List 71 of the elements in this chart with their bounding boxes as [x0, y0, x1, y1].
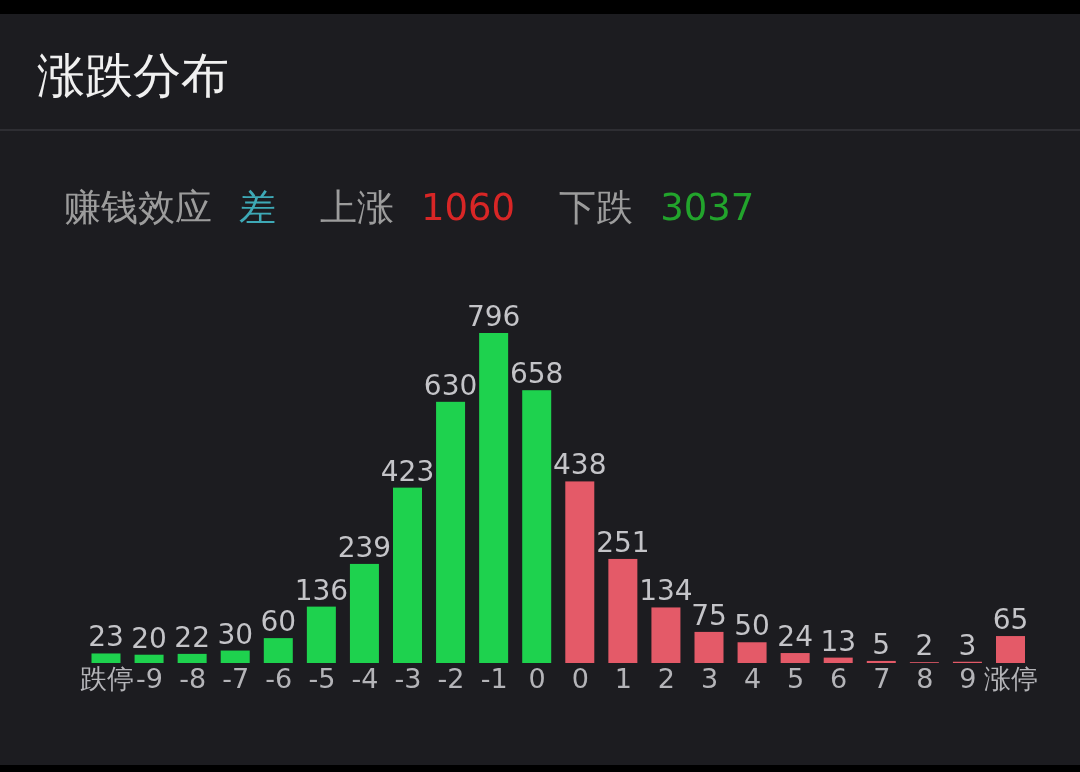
- data-label: 30: [217, 617, 254, 651]
- x-tick-label: 涨停: [984, 663, 1038, 695]
- text: 上涨: [320, 186, 394, 229]
- data-label: 24: [777, 620, 813, 654]
- bar: [651, 607, 681, 663]
- bar: [694, 631, 724, 663]
- bar: [306, 606, 336, 663]
- bar: [866, 660, 896, 663]
- x-tick-label: -4: [351, 663, 379, 695]
- data-label: 796: [466, 300, 521, 333]
- x-tick-label: 1: [614, 663, 632, 695]
- data-label: 5: [872, 627, 891, 661]
- data-label: 423: [380, 454, 435, 488]
- text: 差: [239, 186, 276, 229]
- bar: [91, 653, 121, 663]
- data-label: 60: [260, 605, 297, 639]
- x-tick-label: -9: [136, 663, 164, 695]
- bar: [780, 653, 810, 663]
- data-label: 630: [423, 368, 478, 402]
- x-tick-label: -8: [179, 663, 207, 695]
- bar: [393, 487, 422, 663]
- x-tick-label: 9: [959, 663, 977, 695]
- bar: [134, 654, 164, 663]
- bar: [220, 650, 250, 663]
- bar: [608, 558, 638, 663]
- data-label: 3: [958, 628, 977, 662]
- x-tick-label: -6: [265, 663, 293, 695]
- bar: [479, 333, 509, 663]
- bar: [349, 563, 379, 663]
- text: 3037: [660, 186, 755, 229]
- x-tick-label: 跌停: [79, 663, 134, 695]
- x-tick-label: 4: [743, 663, 762, 695]
- text: 1060: [421, 186, 516, 229]
- x-tick-label: 0: [528, 663, 546, 695]
- bar: [565, 481, 595, 663]
- data-label: 23: [88, 620, 124, 654]
- data-label: 658: [509, 357, 564, 391]
- data-label: 75: [691, 598, 727, 632]
- x-tick-label: -7: [222, 663, 250, 695]
- bar: [436, 401, 466, 663]
- x-tick-label: 5: [787, 663, 805, 695]
- bar: [522, 390, 552, 663]
- data-label: 239: [337, 530, 392, 564]
- data-label: 13: [820, 624, 857, 658]
- bar: [996, 636, 1025, 663]
- data-label: 136: [294, 573, 349, 607]
- text: 下跌: [559, 186, 634, 229]
- data-label: 22: [174, 620, 210, 654]
- data-label: 2: [915, 629, 934, 663]
- data-label: 438: [553, 448, 607, 482]
- data-label: 50: [734, 609, 770, 643]
- x-tick-label: 0: [571, 663, 589, 695]
- x-tick-label: 6: [830, 663, 848, 695]
- x-tick-label: 2: [657, 663, 676, 695]
- chart-title: 涨跌分布: [37, 47, 229, 103]
- data-label: 20: [131, 621, 167, 655]
- bar: [737, 642, 767, 663]
- bar: [177, 653, 207, 663]
- text: 赚钱效应: [64, 186, 212, 229]
- data-label: 251: [596, 525, 650, 559]
- x-tick-label: -2: [437, 663, 465, 695]
- x-tick-label: 3: [700, 663, 719, 695]
- bar: [823, 657, 853, 663]
- x-tick-label: 8: [916, 663, 934, 695]
- data-label: 65: [992, 603, 1029, 637]
- x-tick-label: -3: [394, 663, 422, 695]
- x-tick-label: 7: [873, 663, 891, 695]
- bar: [263, 638, 293, 663]
- x-tick-label: -1: [480, 663, 508, 695]
- data-label: 134: [639, 574, 693, 608]
- x-tick-label: -5: [308, 663, 336, 695]
